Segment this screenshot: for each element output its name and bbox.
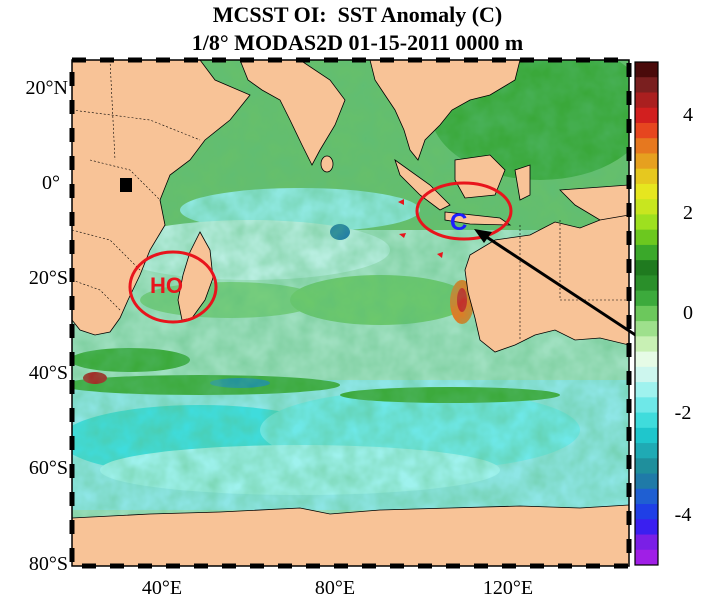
- colorbar-swatch: [635, 138, 658, 154]
- colorbar-tick-2: 2: [683, 202, 693, 224]
- colorbar-swatch: [635, 443, 658, 459]
- colorbar-tick-neg2: -2: [675, 402, 692, 424]
- colorbar-swatch: [635, 458, 658, 475]
- pointer-arrowhead: [474, 229, 492, 243]
- colorbar-swatch: [635, 275, 658, 292]
- java-land: [444, 211, 512, 226]
- antarctica-land: [72, 504, 629, 566]
- lat-label-60s: 60°S: [29, 457, 68, 479]
- colorbar-swatch: [635, 183, 658, 200]
- c-label: C: [450, 209, 467, 236]
- colorbar-swatch: [635, 260, 658, 276]
- colorbar-swatch: [635, 229, 658, 246]
- colorbar-swatch: [635, 336, 658, 353]
- colorbar-swatch: [635, 62, 658, 78]
- sulawesi-land: [514, 164, 531, 201]
- colorbar: [635, 62, 658, 566]
- lat-label-20s: 20°S: [29, 267, 68, 289]
- red-arrow-3: [437, 252, 443, 258]
- lon-label-120e: 120°E: [483, 577, 533, 599]
- colorbar-swatch: [635, 290, 658, 307]
- colorbar-swatch: [635, 214, 658, 231]
- lat-label-20n: 20°N: [26, 77, 68, 99]
- red-arrow-1: [398, 199, 404, 205]
- colorbar-tick-neg4: -4: [675, 504, 692, 526]
- sri-lanka-land: [320, 155, 334, 173]
- lat-axis: 20°N 0° 20°S 40°S 60°S 80°S: [26, 77, 68, 575]
- pointer-arrow-line: [481, 232, 641, 340]
- map-subtitle: 1/8° MODAS2D 01-15-2011 0000 m: [191, 30, 524, 55]
- colorbar-ticks: 4 2 0 -2 -4: [675, 104, 693, 526]
- colorbar-swatch: [635, 77, 658, 93]
- colorbar-swatch: [635, 382, 658, 398]
- lon-label-80e: 80°E: [315, 577, 355, 599]
- red-arrow-2: [399, 233, 406, 238]
- lat-label-eq: 0°: [42, 172, 60, 194]
- colorbar-swatch: [635, 427, 658, 444]
- colorbar-tick-0: 0: [683, 302, 693, 324]
- india-land: [239, 60, 346, 166]
- colorbar-swatch: [635, 534, 658, 551]
- country-borders: [72, 60, 629, 340]
- lat-label-80s: 80°S: [29, 553, 68, 575]
- colorbar-swatch: [635, 321, 658, 337]
- colorbar-swatch: [635, 122, 658, 139]
- ho-circle: [128, 250, 218, 324]
- colorbar-swatch: [635, 153, 658, 170]
- se-asia-land: [369, 60, 521, 161]
- colorbar-swatch: [635, 92, 658, 109]
- lat-label-40s: 40°S: [29, 362, 68, 384]
- c-circle: [415, 181, 513, 241]
- map-frame: [71, 59, 630, 567]
- map-title: MCSST OI: SST Anomaly (C): [212, 2, 503, 27]
- colorbar-swatch: [635, 168, 658, 185]
- ho-label: HO: [150, 273, 183, 298]
- colorbar-swatch: [635, 412, 658, 429]
- colorbar-swatch: [635, 397, 658, 414]
- colorbar-swatch: [635, 519, 658, 536]
- annotations: HO C: [128, 181, 641, 340]
- lon-label-40e: 40°E: [142, 577, 182, 599]
- colorbar-swatch: [635, 107, 658, 124]
- colorbar-swatch: [635, 504, 658, 520]
- sumatra-land: [394, 158, 451, 211]
- colorbar-tick-4: 4: [683, 104, 693, 126]
- lake-victoria: [120, 178, 132, 192]
- colorbar-swatch: [635, 351, 658, 368]
- colorbar-swatch: [635, 366, 658, 383]
- colorbar-swatch: [635, 473, 658, 490]
- colorbar-swatch: [635, 549, 658, 566]
- colorbar-frame: [634, 61, 659, 566]
- lon-axis: 40°E 80°E 120°E: [142, 577, 533, 599]
- colorbar-swatch: [635, 244, 658, 261]
- colorbar-swatch: [635, 199, 658, 215]
- africa-land: [72, 60, 251, 336]
- colorbar-swatch: [635, 488, 658, 505]
- colorbar-swatch: [635, 305, 658, 322]
